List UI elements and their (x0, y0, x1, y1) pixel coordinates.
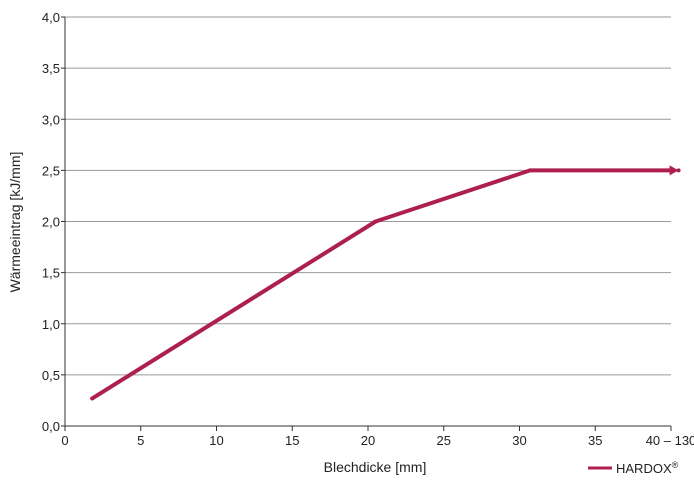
x-tick-label: 5 (137, 433, 144, 448)
series-point (90, 396, 95, 401)
y-tick-label: 1,5 (42, 266, 60, 281)
x-axis-title: Blechdicke [mm] (324, 459, 427, 475)
x-tick-label: 35 (588, 433, 602, 448)
y-tick-label: 1,0 (42, 317, 60, 332)
series-point (373, 219, 378, 224)
y-tick-label: 2,5 (42, 163, 60, 178)
series-arrow-head (669, 165, 679, 176)
series-point (528, 168, 533, 173)
gridlines (65, 16, 671, 376)
y-tick-label: 3,5 (42, 61, 60, 76)
legend-label: HARDOX® (616, 460, 679, 476)
x-axis-ticks: 0 5 10 15 20 25 30 35 40 – 130 (61, 426, 694, 448)
x-tick-label: 0 (61, 433, 68, 448)
x-tick-label: 40 – 130 (646, 433, 694, 448)
x-tick-label: 15 (285, 433, 299, 448)
x-tick-label: 20 (361, 433, 375, 448)
legend-series-name: HARDOX (616, 461, 672, 476)
y-axis-title: Wärmeeintrag [kJ/mm] (7, 152, 23, 293)
y-tick-label: 0,0 (42, 419, 60, 434)
x-tick-label: 30 (512, 433, 526, 448)
y-axis-ticks: 0,0 0,5 1,0 1,5 2,0 2,5 3,0 3,5 4,0 (42, 10, 65, 434)
y-tick-label: 3,0 (42, 112, 60, 127)
x-tick-label: 10 (209, 433, 223, 448)
y-tick-label: 0,5 (42, 368, 60, 383)
series-line (90, 168, 673, 401)
y-tick-label: 2,0 (42, 215, 60, 230)
series (90, 165, 681, 401)
legend-registered-mark: ® (672, 460, 679, 470)
x-tick-label: 25 (437, 433, 451, 448)
legend: HARDOX® (588, 460, 679, 476)
y-tick-label: 4,0 (42, 10, 60, 25)
